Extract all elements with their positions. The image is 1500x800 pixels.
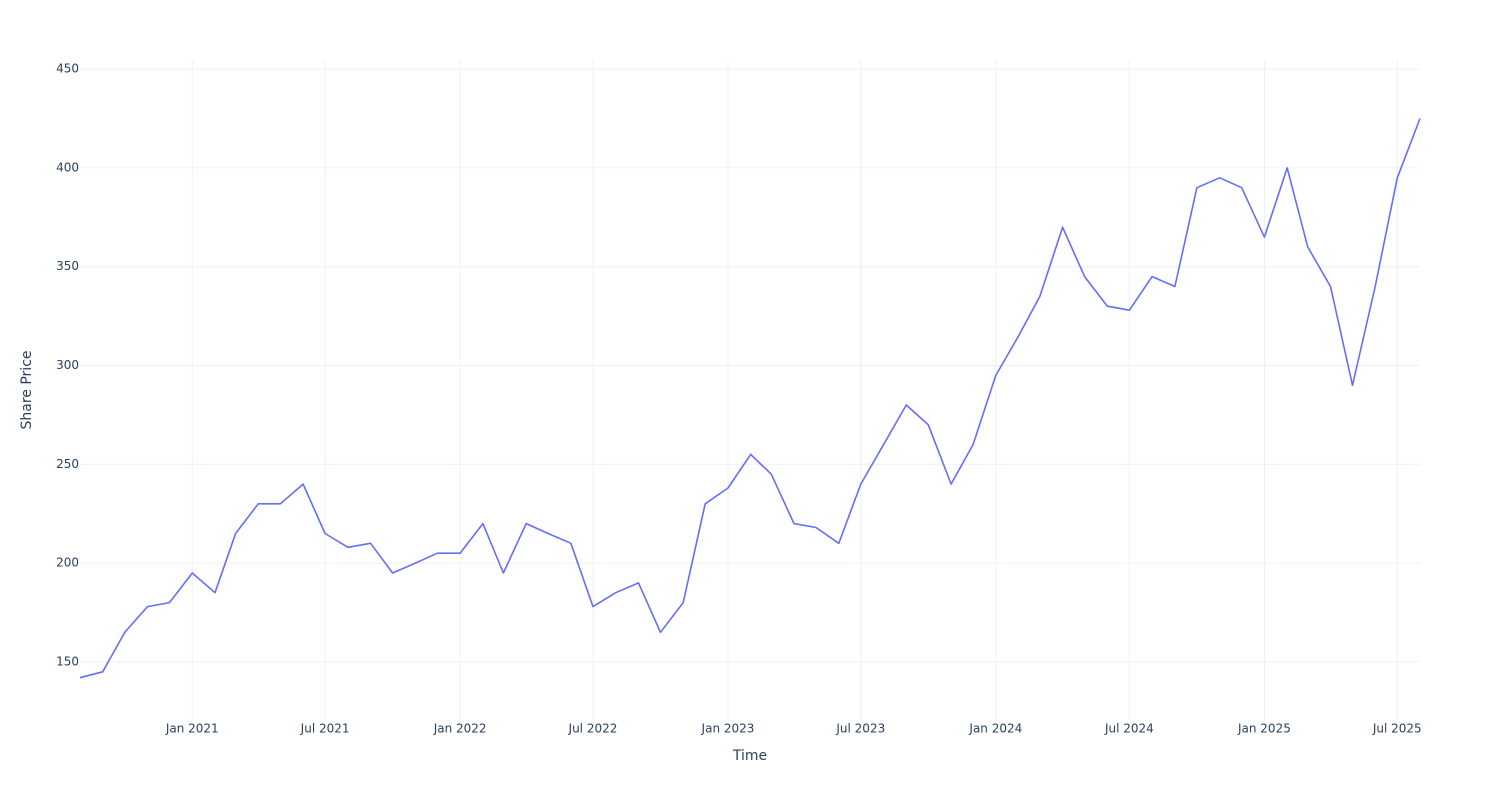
y-tick-label: 400: [56, 160, 79, 174]
x-tick-label: Jul 2022: [568, 722, 618, 736]
x-tick-label: Jan 2021: [165, 722, 219, 736]
y-tick-label: 250: [56, 457, 79, 471]
x-tick-label: Jan 2024: [968, 722, 1022, 736]
y-tick-label: 450: [56, 62, 79, 76]
y-tick-label: 200: [56, 556, 79, 570]
x-tick-label: Jan 2022: [433, 722, 487, 736]
y-tick-label: 350: [56, 259, 79, 273]
price-line: [79, 118, 1421, 679]
x-tick-label: Jul 2023: [835, 722, 885, 736]
x-tick-label: Jul 2021: [300, 722, 350, 736]
y-tick-label: 150: [56, 654, 79, 668]
x-tick-label: Jan 2025: [1237, 722, 1291, 736]
y-tick-label: 300: [56, 358, 79, 372]
x-tick-label: Jul 2025: [1372, 722, 1422, 736]
x-axis-title: Time: [732, 748, 767, 764]
y-axis-title: Share Price: [19, 350, 35, 429]
x-tick-label: Jul 2024: [1104, 722, 1154, 736]
x-tick-label: Jan 2023: [701, 722, 755, 736]
